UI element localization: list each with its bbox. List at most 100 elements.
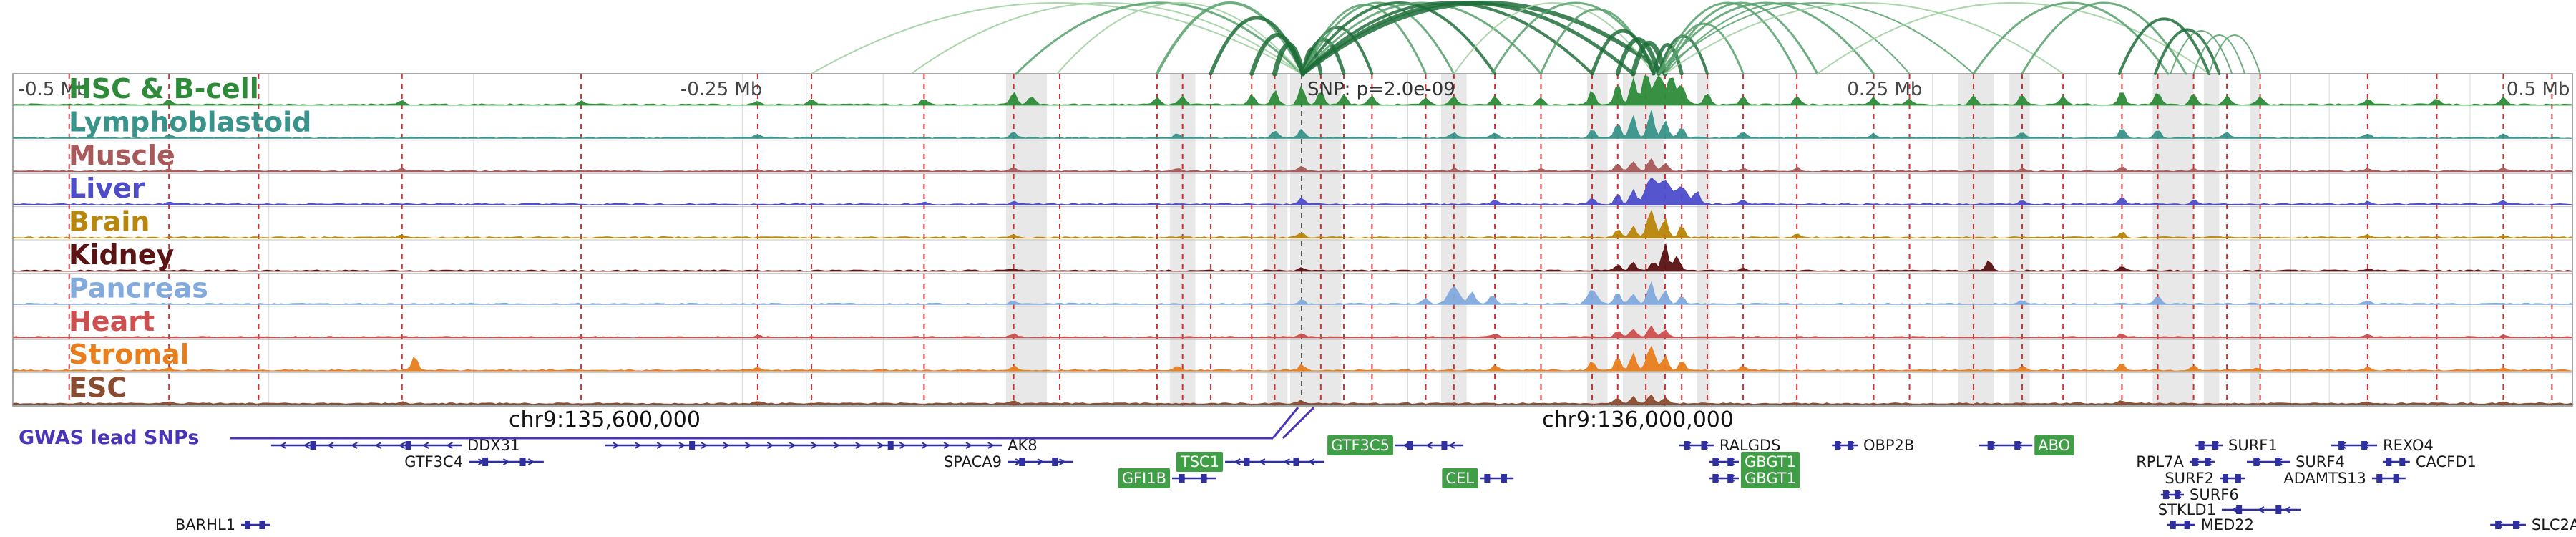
track-label-esc: ESC	[69, 372, 127, 404]
gene-label-slc2a: SLC2A	[2532, 516, 2576, 533]
gene-strand-arrow-icon	[965, 442, 972, 449]
gene-strand-arrow-icon	[899, 442, 907, 449]
interaction-arc	[1657, 34, 1709, 75]
gene-strand-arrow-icon	[1448, 442, 1455, 449]
gene-exon	[1847, 441, 1853, 450]
scale-tick-label: 0.5 Mb	[2507, 79, 2570, 100]
gene-strand-arrow-icon	[1059, 458, 1066, 465]
gene-strand-arrow-icon	[1307, 458, 1315, 465]
track-signal-lymphoblastoid	[12, 110, 2573, 139]
gene-exon	[310, 441, 316, 450]
gene-strand-arrow-icon	[422, 442, 429, 449]
gene-label-adamts13: ADAMTS13	[2283, 470, 2366, 487]
gene-strand-arrow-icon	[502, 458, 510, 465]
gene-strand-arrow-icon	[766, 442, 774, 449]
gene-exon	[2170, 521, 2176, 529]
gene-strand-arrow-icon	[987, 442, 995, 449]
gene-exon	[2495, 521, 2502, 529]
gene-strand-arrow-icon	[943, 442, 951, 449]
track-signal-heart	[12, 325, 2573, 339]
interaction-arc	[1590, 29, 1656, 76]
gene-label-rexo4: REXO4	[2383, 437, 2434, 454]
gwas-lead-snps-label: GWAS lead SNPs	[19, 427, 199, 449]
gene-label-spaca9: SPACA9	[944, 453, 1002, 470]
gene-exon	[2376, 474, 2383, 483]
gene-exon	[2014, 441, 2021, 450]
gene-exon	[2361, 441, 2368, 450]
gene-exon	[1727, 474, 1734, 483]
gene-exon	[519, 458, 526, 466]
gene-strand-arrow-icon	[744, 442, 752, 449]
gene-exon	[245, 521, 251, 529]
gene-strand-arrow-icon	[789, 442, 796, 449]
interaction-arc	[2153, 28, 2221, 75]
gene-strand-arrow-icon	[833, 442, 840, 449]
gene-strand-arrow-icon	[811, 442, 819, 449]
scale-tick-label: 0.25 Mb	[1847, 79, 1922, 100]
gwas-lead-snp-connector	[1272, 407, 1299, 439]
gene-strand-arrow-icon	[877, 442, 884, 449]
track-signal-pancreas	[12, 281, 2574, 305]
gene-exon	[2512, 521, 2519, 529]
gene-label-cel: CEL	[1445, 470, 1474, 487]
interaction-arc	[1664, 22, 1745, 75]
gene-strand-arrow-icon	[374, 442, 382, 449]
track-label-muscle: Muscle	[69, 140, 175, 171]
track-label-kidney: Kidney	[69, 239, 174, 271]
gene-strand-arrow-icon	[2258, 506, 2265, 513]
gene-label-surf1: SURF1	[2228, 437, 2278, 454]
gene-label-ddx31: DDX31	[467, 437, 519, 454]
gene-strand-arrow-icon	[279, 442, 287, 449]
gene-label-gbgt1: GBGT1	[1745, 453, 1796, 470]
interaction-arc	[1664, 1, 1819, 75]
track-signal-stromal	[12, 345, 2573, 372]
gene-strand-arrow-icon	[701, 442, 708, 449]
gene-exon	[482, 458, 489, 466]
gene-exon	[1701, 441, 1707, 450]
gene-strand-arrow-icon	[612, 442, 620, 449]
gene-label-highlight	[1327, 435, 1393, 455]
track-label-heart: Heart	[69, 306, 155, 337]
gene-exon	[2192, 458, 2198, 466]
gene-strand-arrow-icon	[634, 442, 642, 449]
track-label-pancreas: Pancreas	[69, 272, 208, 304]
gene-exon	[2198, 441, 2205, 450]
scale-tick-label: -0.25 Mb	[680, 79, 762, 100]
gene-exon	[689, 441, 696, 450]
gene-label-cacfd1: CACFD1	[2416, 453, 2477, 470]
track-signal-hsc-b-cell	[12, 74, 2573, 106]
interaction-arc	[1302, 1, 1455, 75]
gene-exon	[259, 521, 265, 529]
gene-exon	[1293, 458, 1299, 466]
gene-exon	[2184, 521, 2190, 529]
gene-strand-arrow-icon	[678, 442, 686, 449]
interaction-arc	[1664, 2, 1911, 74]
gene-strand-arrow-icon	[303, 442, 311, 449]
gene-label-abo: ABO	[2038, 437, 2070, 454]
gene-exon	[1835, 441, 1841, 450]
gene-exon	[2275, 458, 2281, 466]
interaction-arc	[1652, 42, 1684, 76]
gene-label-gbgt1: GBGT1	[1745, 470, 1796, 487]
gene-exon	[2162, 490, 2169, 499]
interaction-arc	[1272, 42, 1306, 77]
gene-exon	[1244, 458, 1250, 466]
gene-exon	[2393, 474, 2399, 483]
snp-annotation-label: SNP: p=2.0e-09	[1307, 79, 1455, 100]
track-signal-brain	[12, 209, 2574, 239]
gene-strand-arrow-icon	[723, 442, 730, 449]
interaction-arc	[1972, 1, 2170, 75]
gene-exon	[2275, 505, 2282, 514]
gene-exon	[2386, 458, 2392, 466]
gene-label-surf4: SURF4	[2296, 453, 2345, 470]
track-signal-muscle	[12, 158, 2574, 173]
gene-label-obp2b: OBP2B	[1863, 437, 1914, 454]
gene-exon	[1407, 441, 1413, 450]
gene-label-highlight	[1740, 452, 1800, 472]
interaction-arc	[1302, 1, 1542, 75]
gene-strand-arrow-icon	[855, 442, 862, 449]
gene-label-gtf3c4: GTF3C4	[404, 453, 463, 470]
gene-exon	[1987, 441, 1994, 450]
gene-label-surf6: SURF6	[2190, 486, 2239, 503]
